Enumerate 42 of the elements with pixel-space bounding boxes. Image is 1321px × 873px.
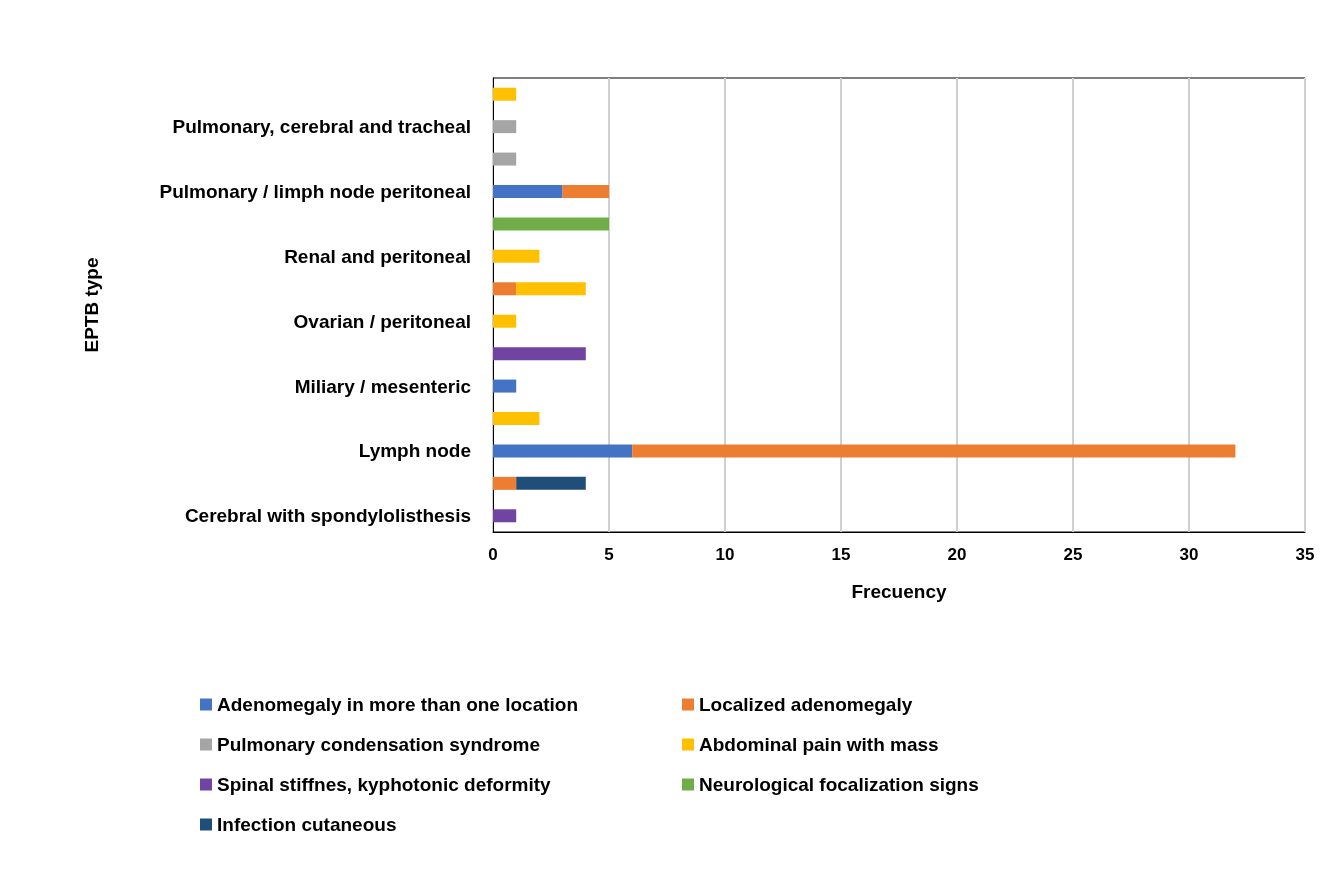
- y-tick-label: Pulmonary, cerebral and tracheal: [172, 116, 471, 138]
- bar: [493, 217, 609, 231]
- bar: [562, 185, 609, 198]
- legend-label: Abdominal pain with mass: [699, 734, 939, 755]
- bar: [493, 152, 517, 166]
- bar: [516, 282, 586, 296]
- x-tick-label: 25: [1063, 545, 1083, 564]
- bar: [493, 314, 517, 328]
- bar: [493, 509, 517, 523]
- x-tick-label: 30: [1179, 545, 1199, 564]
- x-tick-label: 5: [604, 545, 614, 564]
- x-tick-label: 15: [831, 545, 851, 564]
- bar: [493, 87, 517, 101]
- bar: [632, 444, 1236, 458]
- x-tick-label: 35: [1295, 545, 1315, 564]
- legend-label: Localized adenomegaly: [699, 694, 913, 715]
- bar: [493, 476, 517, 490]
- bar: [493, 379, 517, 393]
- y-tick-label: Ovarian / peritoneal: [293, 310, 471, 332]
- x-axis-title: Frecuency: [851, 581, 947, 602]
- legend-label: Spinal stiffnes, kyphotonic deformity: [217, 774, 552, 795]
- y-axis-title: EPTB type: [81, 257, 102, 353]
- y-tick-label: Pulmonary / limph node peritoneal: [159, 181, 471, 202]
- y-tick-label: Cerebral with spondylolisthesis: [184, 505, 471, 527]
- bar: [493, 120, 517, 134]
- x-tick-label: 0: [488, 545, 498, 564]
- bar: [493, 282, 517, 296]
- x-tick-label: 20: [947, 545, 967, 564]
- bar: [516, 476, 586, 490]
- legend-label: Adenomegaly in more than one location: [217, 694, 579, 715]
- bar: [493, 185, 563, 198]
- bar: [493, 249, 540, 263]
- y-tick-label: Lymph node: [358, 440, 471, 462]
- legend-label: Pulmonary condensation syndrome: [217, 734, 541, 755]
- bar: [493, 412, 540, 425]
- legend-label: Neurological focalization signs: [699, 774, 979, 795]
- y-tick-label: Miliary / mesenteric: [294, 375, 472, 397]
- x-tick-label: 10: [715, 545, 735, 564]
- legend-label: Infection cutaneous: [217, 814, 397, 835]
- bar: [493, 347, 586, 361]
- y-tick-label: Renal and peritoneal: [284, 245, 471, 267]
- bar: [493, 444, 633, 458]
